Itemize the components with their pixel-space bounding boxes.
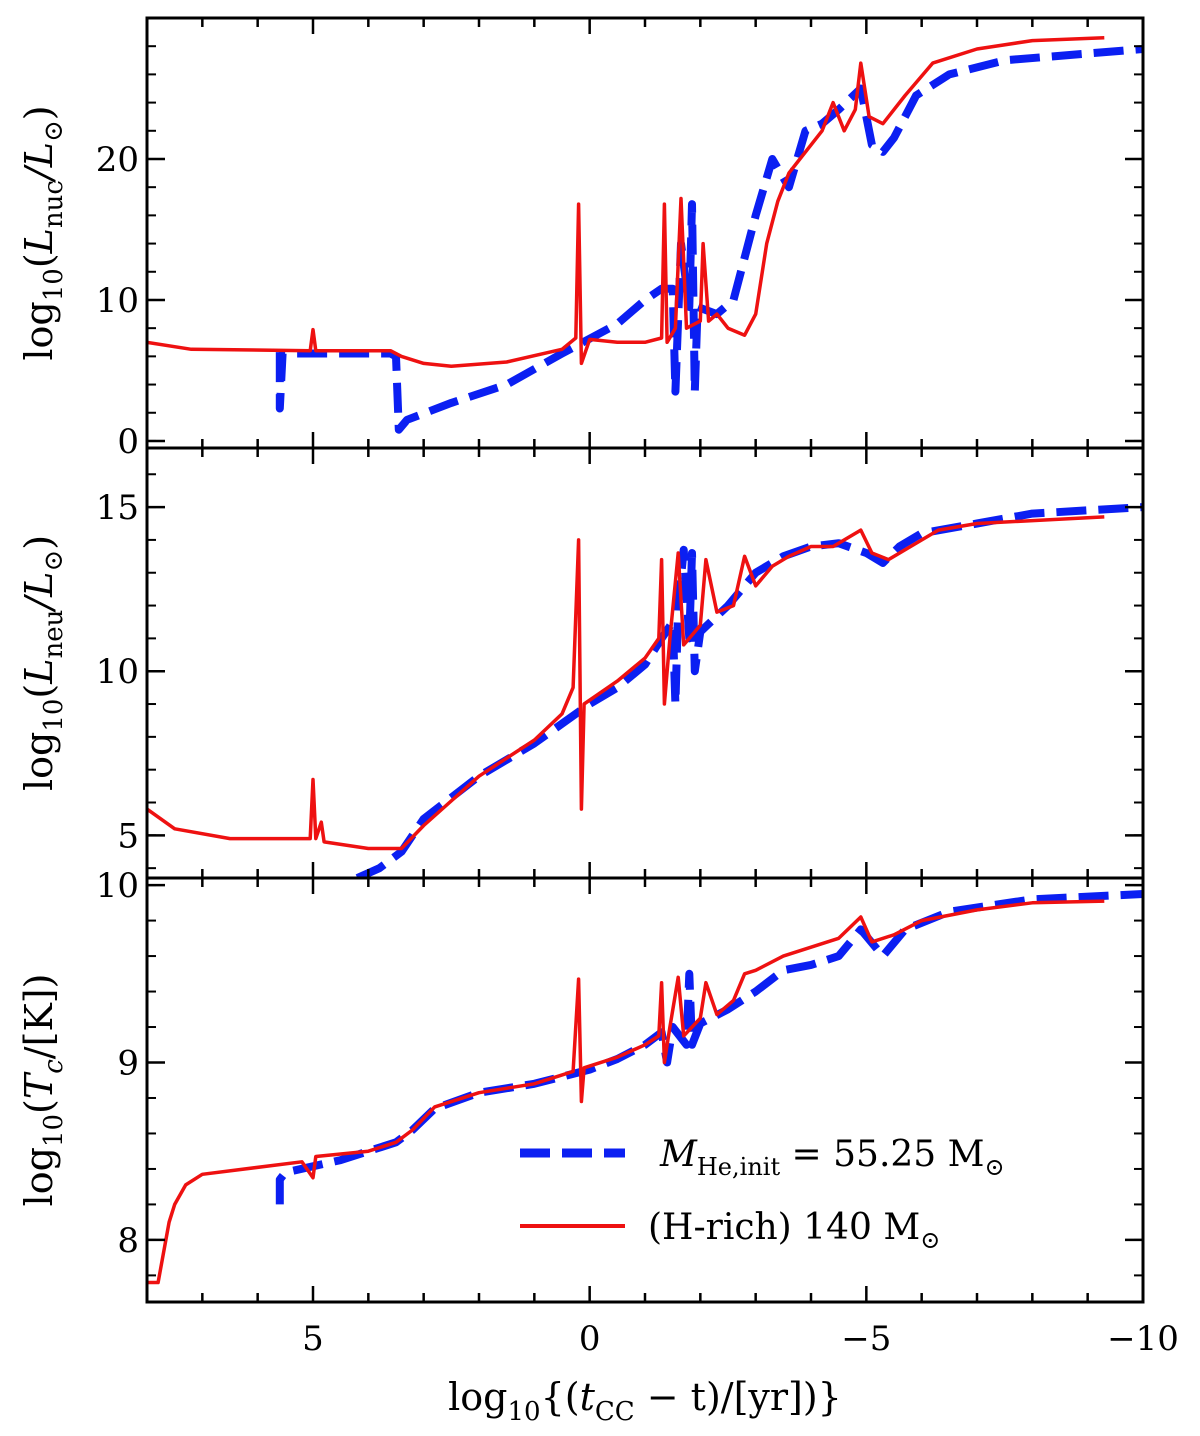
- y-tick-label: 20: [96, 140, 139, 180]
- panel-frame: [145, 876, 1145, 1304]
- h-rich-series-line: [147, 35, 1105, 368]
- y-tick-label: 0: [117, 422, 139, 462]
- x-tick-label: 0: [579, 1319, 601, 1359]
- y-tick-label: 10: [96, 866, 139, 906]
- y-tick-label: 10: [96, 652, 139, 692]
- y-axis-label-lneu: log10(Lneu/L⊙): [17, 535, 69, 791]
- x-tick-label: −5: [841, 1319, 891, 1359]
- y-axis-label-tc: log10(Tc/[K]): [17, 974, 69, 1207]
- h-rich-series-line: [147, 515, 1105, 851]
- series-group: [147, 35, 1143, 434]
- middle-panel-neutrino-luminosity: 5 10 15: [96, 446, 1145, 880]
- top-panel-nuclear-luminosity: 0 10 20: [96, 16, 1145, 462]
- legend-label-h-rich: (H-rich) 140 M⊙: [648, 1207, 940, 1254]
- y-tick-label: 5: [117, 816, 139, 856]
- y-tick-label: 15: [96, 488, 139, 528]
- he-star-series-line: [355, 503, 1143, 878]
- bottom-panel-central-temperature: 8 9 10: [96, 866, 1145, 1304]
- he-star-series-line: [275, 45, 1143, 434]
- y-tick-label: 8: [117, 1221, 139, 1261]
- x-axis-label: log10{(tCC − t)/[yr])}: [448, 1375, 842, 1427]
- legend-label-he-star: MHe,init = 55.25 M⊙: [659, 1134, 1005, 1181]
- series-group: [147, 890, 1143, 1285]
- x-tick-label: −10: [1107, 1319, 1179, 1359]
- x-tick-label: 5: [302, 1319, 324, 1359]
- series-group: [147, 503, 1143, 878]
- y-tick-label: 9: [117, 1044, 139, 1084]
- panel-frame: [145, 16, 1145, 450]
- he-star-series-line: [275, 890, 1143, 1205]
- y-axis-label-lnuc: log10(Lnuc/L⊙): [17, 105, 69, 360]
- legend: MHe,init = 55.25 M⊙ (H-rich) 140 M⊙: [520, 1134, 1005, 1254]
- h-rich-series-line: [147, 899, 1105, 1285]
- y-tick-label: 10: [96, 281, 139, 321]
